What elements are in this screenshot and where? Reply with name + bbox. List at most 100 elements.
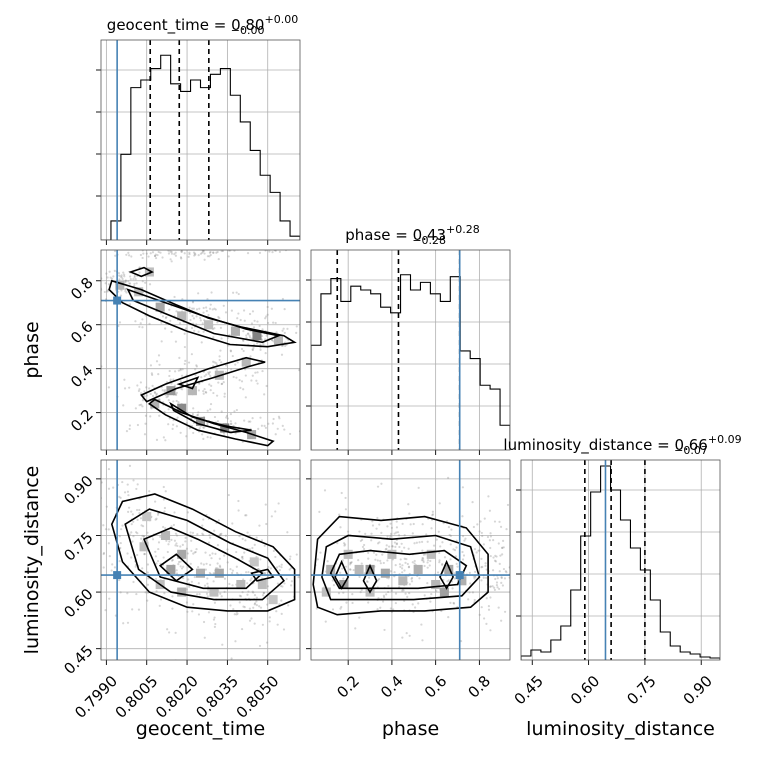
scatter-point — [274, 592, 276, 594]
scatter-point — [492, 539, 495, 542]
scatter-point — [70, 532, 72, 534]
scatter-point — [358, 575, 361, 578]
scatter-point — [283, 308, 286, 311]
scatter-point — [218, 355, 221, 358]
scatter-point — [251, 416, 254, 420]
scatter-point — [191, 314, 194, 317]
contour-5 — [439, 559, 454, 590]
scatter-point — [284, 344, 287, 348]
scatter-point — [113, 269, 116, 273]
scatter-point — [494, 554, 497, 557]
scatter-point — [477, 549, 480, 552]
scatter-point — [250, 322, 254, 325]
scatter-point — [430, 527, 433, 530]
density-cell — [144, 267, 154, 277]
scatter-point — [119, 294, 123, 297]
scatter-point — [157, 354, 161, 357]
scatter-point — [209, 374, 212, 377]
scatter-point — [380, 531, 383, 534]
x-tick-label: 0.8 — [465, 672, 495, 702]
scatter-point — [168, 374, 171, 378]
panel-phase-geocent_time — [96, 249, 301, 455]
panel-content — [101, 40, 300, 240]
scatter-point — [426, 566, 429, 569]
scatter-point — [375, 553, 378, 556]
scatter-point — [145, 386, 148, 389]
scatter-point — [193, 254, 196, 257]
scatter-point — [265, 334, 268, 337]
title-minus: −0.07 — [674, 444, 708, 457]
scatter-point — [134, 320, 137, 323]
scatter-point — [258, 324, 261, 328]
scatter-point — [155, 517, 158, 520]
scatter-point — [186, 511, 190, 514]
scatter-point — [216, 420, 220, 423]
scatter-point — [267, 321, 270, 325]
scatter-point — [274, 250, 277, 252]
scatter-point — [502, 546, 505, 549]
scatter-point — [222, 304, 225, 307]
scatter-point — [172, 423, 175, 426]
scatter-point — [107, 487, 111, 490]
scatter-point — [258, 605, 261, 608]
scatter-point — [139, 322, 142, 325]
scatter-point — [274, 510, 277, 513]
scatter-point — [141, 405, 144, 408]
scatter-point — [243, 319, 246, 322]
scatter-point — [149, 392, 152, 396]
scatter-point — [447, 579, 450, 582]
density-cell — [326, 564, 336, 574]
scatter-point — [175, 399, 178, 403]
scatter-point — [253, 602, 257, 605]
scatter-point — [493, 586, 496, 589]
scatter-point — [207, 371, 210, 374]
scatter-point — [441, 562, 444, 566]
scatter-point — [194, 373, 197, 377]
scatter-point — [331, 579, 334, 582]
scatter-point — [265, 522, 268, 526]
scatter-point — [138, 271, 141, 274]
scatter-point — [160, 340, 163, 343]
scatter-point — [243, 551, 246, 554]
scatter-point — [439, 545, 442, 548]
scatter-point — [201, 433, 204, 436]
histogram-phase — [311, 274, 510, 450]
scatter-point — [397, 534, 401, 537]
scatter-point — [192, 431, 195, 435]
scatter-point — [511, 567, 513, 569]
scatter-point — [141, 318, 144, 321]
scatter-point — [265, 315, 268, 318]
scatter-point — [119, 496, 122, 500]
scatter-point — [398, 563, 402, 566]
scatter-point — [242, 388, 245, 391]
scatter-point — [213, 601, 217, 604]
scatter-point — [194, 550, 197, 554]
scatter-point — [204, 568, 207, 571]
scatter-point — [280, 353, 284, 356]
scatter-point — [281, 424, 284, 427]
scatter-point — [264, 250, 267, 252]
scatter-point — [118, 535, 121, 538]
scatter-point — [233, 613, 236, 616]
scatter-point — [426, 561, 429, 564]
scatter-point — [106, 290, 109, 293]
scatter-point — [128, 303, 132, 306]
scatter-point — [175, 425, 178, 428]
scatter-point — [124, 288, 127, 291]
density-cell — [252, 331, 262, 341]
density-cell — [166, 564, 176, 574]
scatter-point — [259, 343, 262, 346]
scatter-point — [219, 534, 222, 537]
scatter-point — [212, 251, 215, 254]
scatter-point — [250, 337, 253, 340]
scatter-point — [256, 382, 259, 385]
scatter-point — [266, 603, 269, 606]
scatter-point — [177, 369, 180, 372]
scatter-point — [197, 292, 200, 295]
scatter-point — [266, 585, 270, 588]
scatter-point — [201, 322, 204, 325]
scatter-point — [120, 274, 123, 277]
scatter-point — [191, 412, 194, 416]
scatter-point — [191, 301, 195, 304]
scatter-point — [374, 558, 377, 561]
